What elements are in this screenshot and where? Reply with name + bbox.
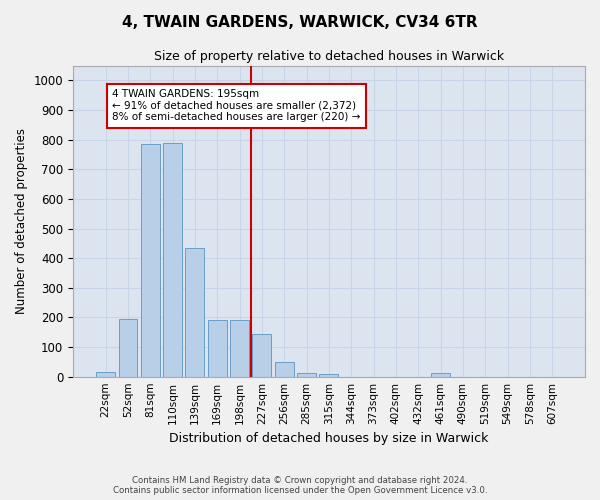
X-axis label: Distribution of detached houses by size in Warwick: Distribution of detached houses by size … — [169, 432, 488, 445]
Title: Size of property relative to detached houses in Warwick: Size of property relative to detached ho… — [154, 50, 504, 63]
Y-axis label: Number of detached properties: Number of detached properties — [15, 128, 28, 314]
Text: 4, TWAIN GARDENS, WARWICK, CV34 6TR: 4, TWAIN GARDENS, WARWICK, CV34 6TR — [122, 15, 478, 30]
Text: Contains HM Land Registry data © Crown copyright and database right 2024.
Contai: Contains HM Land Registry data © Crown c… — [113, 476, 487, 495]
Bar — [297, 372, 316, 376]
Bar — [185, 248, 205, 376]
Bar — [275, 362, 294, 376]
Bar — [119, 319, 137, 376]
Bar — [253, 334, 271, 376]
Text: 4 TWAIN GARDENS: 195sqm
← 91% of detached houses are smaller (2,372)
8% of semi-: 4 TWAIN GARDENS: 195sqm ← 91% of detache… — [112, 90, 361, 122]
Bar — [141, 144, 160, 376]
Bar — [230, 320, 249, 376]
Bar — [431, 373, 450, 376]
Bar — [208, 320, 227, 376]
Bar — [319, 374, 338, 376]
Bar — [96, 372, 115, 376]
Bar — [163, 142, 182, 376]
